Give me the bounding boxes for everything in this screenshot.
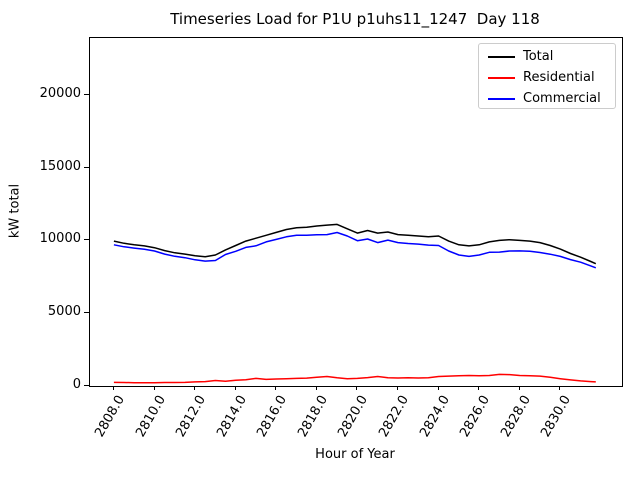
y-tick-mark <box>84 94 89 95</box>
x-tick-mark <box>397 386 398 390</box>
y-tick-mark <box>84 312 89 313</box>
chart-title: Timeseries Load for P1U p1uhs11_1247 Day… <box>170 10 540 28</box>
x-tick-mark <box>154 386 155 390</box>
legend-label-commercial: Commercial <box>523 91 601 106</box>
x-tick-mark <box>113 386 114 390</box>
y-tick-mark <box>84 385 89 386</box>
legend-label-residential: Residential <box>523 70 595 85</box>
x-tick-mark <box>519 386 520 390</box>
y-tick-label: 0 <box>72 377 81 392</box>
y-tick-label: 10000 <box>39 231 81 246</box>
x-tick-mark <box>316 386 317 390</box>
x-tick-mark <box>356 386 357 390</box>
x-tick-mark <box>194 386 195 390</box>
y-tick-label: 15000 <box>39 159 81 174</box>
legend-item-total: Total <box>488 46 615 67</box>
y-tick-label: 20000 <box>39 86 81 101</box>
x-tick-mark <box>235 386 236 390</box>
commercial-line-sample <box>488 97 515 100</box>
legend-item-commercial: Commercial <box>488 88 615 109</box>
x-tick-mark <box>438 386 439 390</box>
x-tick-mark <box>559 386 560 390</box>
line-commercial <box>113 231 597 269</box>
x-axis-label: Hour of Year <box>315 447 395 462</box>
residential-line-sample <box>488 76 515 79</box>
y-tick-mark <box>84 239 89 240</box>
legend-label-total: Total <box>523 49 554 64</box>
line-total <box>113 223 597 265</box>
y-tick-label: 5000 <box>47 304 81 319</box>
y-tick-mark <box>84 167 89 168</box>
x-tick-mark <box>478 386 479 390</box>
legend: Total Residential Commercial <box>478 43 616 109</box>
x-tick-mark <box>275 386 276 390</box>
data-lines <box>113 223 597 384</box>
legend-item-residential: Residential <box>488 67 615 88</box>
total-line-sample <box>488 55 515 58</box>
line-residential <box>113 373 596 384</box>
y-axis-label: kW total <box>7 183 23 239</box>
